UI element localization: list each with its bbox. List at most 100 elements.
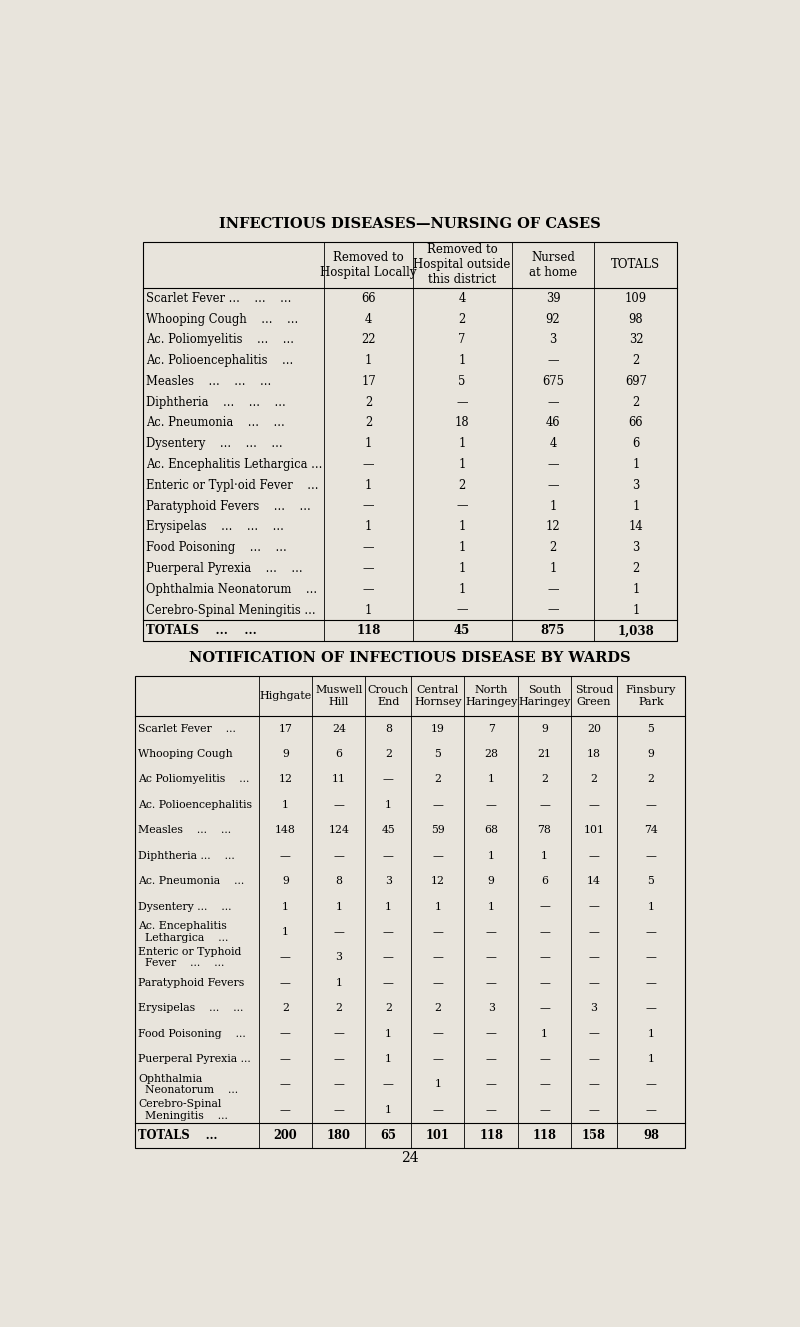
- Text: 1: 1: [385, 800, 392, 809]
- Text: 1: 1: [550, 500, 557, 512]
- Text: —: —: [432, 978, 443, 987]
- Text: 1: 1: [365, 354, 372, 368]
- Text: 74: 74: [644, 825, 658, 835]
- Text: —: —: [646, 1105, 657, 1115]
- Text: 6: 6: [632, 438, 639, 450]
- Text: 28: 28: [484, 748, 498, 759]
- Text: 118: 118: [479, 1129, 503, 1141]
- Text: —: —: [486, 1079, 497, 1089]
- Text: 1: 1: [632, 500, 640, 512]
- Text: 7: 7: [458, 333, 466, 346]
- Text: 875: 875: [541, 625, 566, 637]
- Text: —: —: [334, 800, 344, 809]
- Text: Ophthalmia
  Neonatorum    ...: Ophthalmia Neonatorum ...: [138, 1074, 238, 1095]
- Text: 5: 5: [647, 723, 654, 734]
- Text: 1: 1: [385, 1105, 392, 1115]
- Text: 45: 45: [382, 825, 395, 835]
- Text: 1: 1: [647, 901, 654, 912]
- Text: —: —: [383, 928, 394, 937]
- Text: Nursed
at home: Nursed at home: [529, 251, 577, 279]
- Text: —: —: [486, 1028, 497, 1039]
- Text: 1: 1: [632, 458, 640, 471]
- Text: —: —: [280, 851, 291, 861]
- Text: —: —: [363, 500, 374, 512]
- Text: —: —: [589, 851, 599, 861]
- Text: 17: 17: [278, 723, 292, 734]
- Text: Ac. Polioencephalitis    ...: Ac. Polioencephalitis ...: [146, 354, 293, 368]
- Text: Crouch
End: Crouch End: [368, 685, 409, 707]
- Text: 1: 1: [541, 851, 548, 861]
- Text: —: —: [646, 978, 657, 987]
- Text: Diphtheria    ...    ...    ...: Diphtheria ... ... ...: [146, 395, 286, 409]
- Text: —: —: [547, 395, 558, 409]
- Text: Ac Poliomyelitis    ...: Ac Poliomyelitis ...: [138, 775, 250, 784]
- Text: 5: 5: [647, 876, 654, 886]
- Text: Puerperal Pyrexia    ...    ...: Puerperal Pyrexia ... ...: [146, 563, 302, 575]
- Text: 2: 2: [458, 313, 466, 325]
- Text: —: —: [589, 901, 599, 912]
- Text: Removed to
Hospital outside
this district: Removed to Hospital outside this distric…: [414, 243, 511, 287]
- Text: —: —: [589, 800, 599, 809]
- Text: —: —: [363, 458, 374, 471]
- Text: —: —: [280, 953, 291, 962]
- Text: —: —: [383, 978, 394, 987]
- Text: 148: 148: [275, 825, 296, 835]
- Text: —: —: [547, 583, 558, 596]
- Text: 9: 9: [282, 876, 289, 886]
- Text: 2: 2: [434, 775, 442, 784]
- Text: 66: 66: [362, 292, 376, 305]
- Bar: [142, 242, 678, 641]
- Text: 1: 1: [282, 901, 289, 912]
- Text: 4: 4: [550, 438, 557, 450]
- Text: —: —: [486, 953, 497, 962]
- Text: —: —: [589, 953, 599, 962]
- Text: —: —: [539, 928, 550, 937]
- Text: 1: 1: [458, 520, 466, 533]
- Text: 2: 2: [385, 1003, 392, 1014]
- Text: 1: 1: [365, 520, 372, 533]
- Text: 78: 78: [538, 825, 551, 835]
- Text: 65: 65: [380, 1129, 396, 1141]
- Text: —: —: [363, 583, 374, 596]
- Text: 1: 1: [434, 1079, 442, 1089]
- Text: 4: 4: [365, 313, 372, 325]
- Text: Ac. Poliomyelitis    ...    ...: Ac. Poliomyelitis ... ...: [146, 333, 294, 346]
- Text: 1: 1: [488, 901, 494, 912]
- Text: 5: 5: [434, 748, 442, 759]
- Text: Puerperal Pyrexia ...: Puerperal Pyrexia ...: [138, 1054, 250, 1064]
- Text: Food Poisoning    ...    ...: Food Poisoning ... ...: [146, 541, 286, 555]
- Text: —: —: [646, 928, 657, 937]
- Text: 101: 101: [426, 1129, 450, 1141]
- Text: 22: 22: [362, 333, 376, 346]
- Text: 3: 3: [488, 1003, 494, 1014]
- Text: 24: 24: [332, 723, 346, 734]
- Text: —: —: [432, 1054, 443, 1064]
- Text: —: —: [334, 1105, 344, 1115]
- Text: 2: 2: [365, 417, 372, 430]
- Text: Central
Hornsey: Central Hornsey: [414, 685, 462, 707]
- Text: 39: 39: [546, 292, 560, 305]
- Text: —: —: [456, 500, 468, 512]
- Text: —: —: [589, 1105, 599, 1115]
- Text: —: —: [334, 1054, 344, 1064]
- Text: 1: 1: [385, 1054, 392, 1064]
- Text: 24: 24: [401, 1151, 419, 1165]
- Text: 19: 19: [431, 723, 445, 734]
- Text: —: —: [432, 1028, 443, 1039]
- Text: 1: 1: [282, 928, 289, 937]
- Text: 1: 1: [365, 438, 372, 450]
- Text: 1: 1: [488, 851, 494, 861]
- Text: 8: 8: [335, 876, 342, 886]
- Text: 32: 32: [629, 333, 643, 346]
- Text: 1: 1: [458, 583, 466, 596]
- Text: 1: 1: [632, 604, 640, 617]
- Text: 3: 3: [550, 333, 557, 346]
- Text: —: —: [539, 953, 550, 962]
- Text: 11: 11: [332, 775, 346, 784]
- Text: 6: 6: [335, 748, 342, 759]
- Text: 124: 124: [328, 825, 349, 835]
- Text: Stroud
Green: Stroud Green: [575, 685, 614, 707]
- Text: —: —: [486, 1054, 497, 1064]
- Text: Erysipelas    ...    ...    ...: Erysipelas ... ... ...: [146, 520, 284, 533]
- Text: Scarlet Fever    ...: Scarlet Fever ...: [138, 723, 236, 734]
